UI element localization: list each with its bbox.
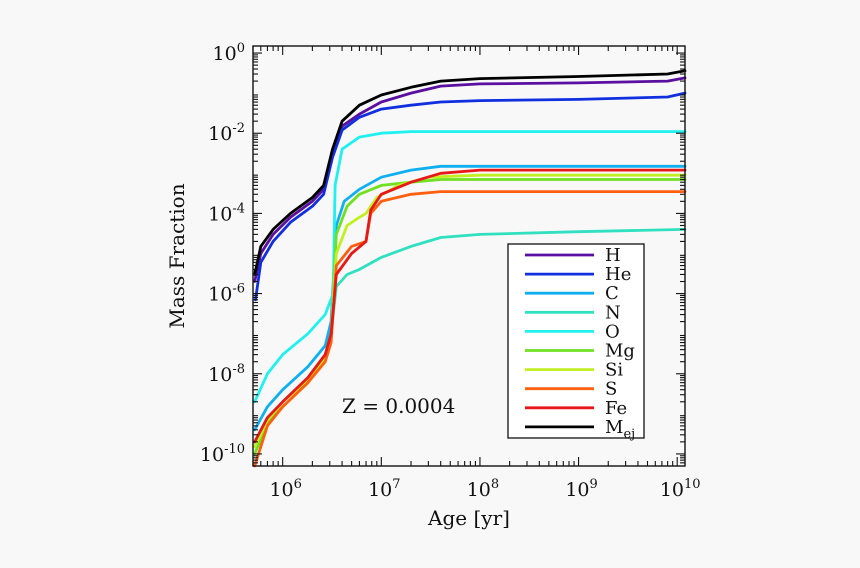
legend-label-name: C xyxy=(605,283,619,304)
y-tick-label-exponent: -10 xyxy=(224,442,245,457)
x-tick-label-base: 10 xyxy=(269,479,293,501)
legend-label-subscript: ej xyxy=(623,427,635,442)
legend-label-name: S xyxy=(605,379,617,400)
y-tick-label-exponent: -6 xyxy=(232,282,245,297)
legend-label-fe: Fe xyxy=(605,398,627,419)
legend-label-n: N xyxy=(605,302,621,323)
y-tick-label-base: 10 xyxy=(200,444,224,466)
series-line-h xyxy=(253,76,687,283)
x-tick-label: 1010 xyxy=(660,477,701,501)
legend-box xyxy=(507,243,645,439)
legend-label-name: Fe xyxy=(605,398,627,419)
x-tick-label: 109 xyxy=(565,477,597,501)
legend-label-name: Si xyxy=(605,360,623,381)
y-tick-label: 100 xyxy=(213,41,245,65)
legend-label-o: O xyxy=(605,321,620,342)
series-line-fe xyxy=(253,168,687,444)
x-tick-label-base: 10 xyxy=(565,479,589,501)
series-line-mej xyxy=(253,69,687,276)
legend-label-name: M xyxy=(605,417,623,438)
legend-label-name: Mg xyxy=(605,341,635,362)
y-tick-label-base: 10 xyxy=(208,203,232,225)
legend-label-mej: Mej xyxy=(605,417,635,442)
legend-label-he: He xyxy=(605,264,631,285)
x-tick-label-exponent: 6 xyxy=(294,477,302,492)
y-tick-label: 10-4 xyxy=(208,201,245,225)
legend-label-name: O xyxy=(605,321,620,342)
series-line-c xyxy=(253,164,687,432)
legend-label-name: N xyxy=(605,302,621,323)
y-tick-label: 10-10 xyxy=(200,442,245,466)
y-tick-label: 10-6 xyxy=(208,282,245,306)
legend-label-si: Si xyxy=(605,360,623,381)
x-tick-label-exponent: 8 xyxy=(491,477,499,492)
legend-label-s: S xyxy=(605,379,617,400)
y-tick-label-base: 10 xyxy=(213,43,237,65)
x-axis-label: Age [yr] xyxy=(427,506,510,530)
y-tick-label-exponent: 0 xyxy=(237,41,245,56)
series-line-he xyxy=(254,91,687,302)
x-tick-label-base: 10 xyxy=(660,479,684,501)
y-tick-label-base: 10 xyxy=(208,284,232,306)
legend-label-c: C xyxy=(605,283,619,304)
x-tick-label-exponent: 10 xyxy=(684,477,701,492)
series-line-s xyxy=(253,190,687,468)
plot-frame xyxy=(252,45,686,467)
x-tick-label-exponent: 9 xyxy=(590,477,598,492)
y-tick-label: 10-8 xyxy=(208,362,245,386)
y-tick-label: 10-2 xyxy=(208,121,245,145)
x-tick-label-exponent: 7 xyxy=(392,477,400,492)
y-tick-label-exponent: -8 xyxy=(232,362,245,377)
y-axis-label: Mass Fraction xyxy=(165,183,189,328)
x-tick-label: 107 xyxy=(368,477,400,501)
legend-label-mg: Mg xyxy=(605,341,635,362)
series-line-o xyxy=(253,130,687,404)
x-tick-label-base: 10 xyxy=(467,479,491,501)
legend-label-name: H xyxy=(605,245,621,266)
y-tick-label-exponent: -2 xyxy=(232,121,245,136)
y-tick-label-exponent: -4 xyxy=(232,201,245,216)
x-tick-label: 108 xyxy=(467,477,499,501)
legend-label-name: He xyxy=(605,264,631,285)
y-tick-label-base: 10 xyxy=(208,123,232,145)
series-layer xyxy=(253,69,687,468)
legend-label-h: H xyxy=(605,245,621,266)
metallicity-annotation: Z = 0.0004 xyxy=(342,394,455,418)
x-tick-label: 106 xyxy=(269,477,301,501)
x-tick-label-base: 10 xyxy=(368,479,392,501)
y-tick-label-base: 10 xyxy=(208,364,232,386)
